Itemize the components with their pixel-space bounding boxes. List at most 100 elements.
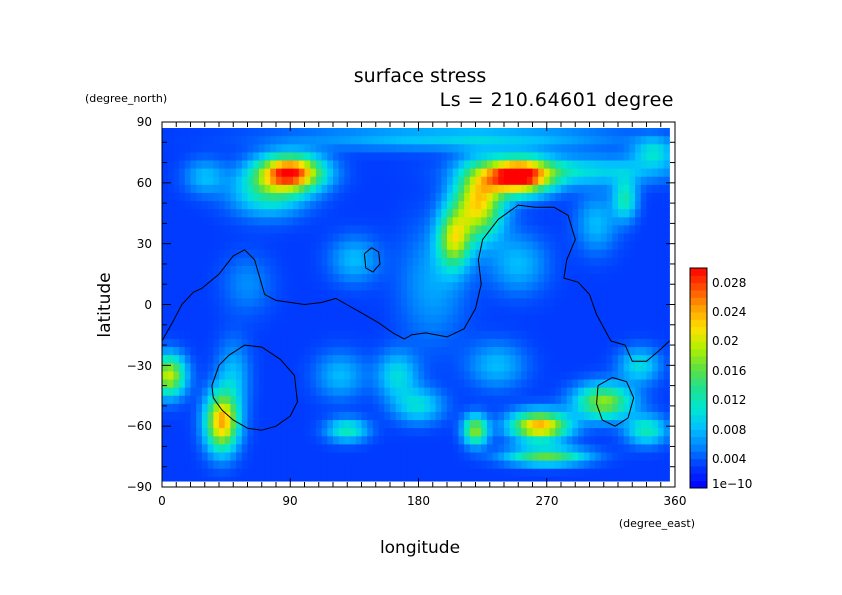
heatmap-cell — [224, 128, 231, 137]
heatmap-cell — [447, 468, 454, 478]
heatmap-cell — [612, 274, 619, 283]
heatmap-cell — [355, 160, 363, 170]
heatmap-cell — [526, 168, 534, 178]
heatmap-cell — [344, 184, 351, 194]
heatmap-cell — [447, 460, 454, 470]
heatmap-cell — [435, 468, 442, 478]
heatmap-cell — [640, 233, 648, 243]
colorbar-band — [690, 422, 707, 430]
heatmap-cell — [435, 249, 442, 259]
heatmap-cell — [657, 476, 665, 482]
heatmap-cell — [640, 444, 648, 454]
heatmap-cell — [583, 306, 591, 316]
heatmap-cell — [464, 168, 471, 178]
heatmap-cell — [635, 217, 642, 227]
heatmap-cell — [355, 282, 363, 291]
heatmap-cell — [344, 144, 351, 154]
heatmap-cell — [549, 168, 556, 178]
heatmap-cell — [578, 476, 585, 482]
heatmap-cell — [310, 460, 317, 470]
heatmap-cell — [663, 144, 670, 154]
heatmap-cell — [469, 444, 477, 454]
heatmap-cell — [481, 371, 488, 381]
heatmap-cell — [555, 444, 562, 454]
heatmap-cell — [230, 249, 237, 259]
heatmap-cell — [635, 201, 642, 210]
heatmap-cell — [606, 355, 613, 364]
heatmap-cell — [612, 282, 619, 291]
heatmap-cell — [606, 298, 613, 308]
heatmap-cell — [566, 403, 573, 413]
heatmap-cell — [367, 209, 374, 218]
heatmap-cell — [652, 274, 659, 283]
heatmap-cell — [315, 403, 323, 413]
x-tick-label-270: 270 — [536, 494, 559, 508]
heatmap-cell — [281, 444, 288, 454]
heatmap-cell — [219, 468, 226, 478]
heatmap-cell — [384, 395, 391, 405]
y-units-label: (degree_north) — [85, 92, 167, 105]
heatmap-cell — [276, 217, 283, 227]
heatmap-cell — [555, 298, 562, 308]
heatmap-cell — [543, 241, 551, 251]
heatmap-cell — [390, 444, 397, 454]
heatmap-cell — [367, 176, 374, 186]
heatmap-cell — [600, 290, 608, 300]
heatmap-cell — [538, 314, 545, 324]
heatmap-cell — [509, 330, 516, 340]
heatmap-cell — [452, 241, 459, 251]
heatmap-cell — [338, 225, 345, 235]
heatmap-cell — [293, 128, 300, 137]
heatmap-cell — [418, 387, 425, 397]
y-tick-label-30: 30 — [137, 237, 152, 251]
heatmap-cell — [618, 217, 625, 227]
heatmap-cell — [435, 217, 442, 227]
heatmap-cell — [213, 209, 220, 218]
heatmap-cell — [555, 428, 562, 437]
heatmap-cell — [429, 460, 437, 470]
heatmap-cell — [498, 460, 505, 470]
heatmap-cell — [583, 452, 591, 462]
heatmap-cell — [350, 460, 357, 470]
heatmap-cell — [583, 468, 591, 478]
heatmap-cell — [458, 168, 465, 178]
heatmap-cell — [179, 403, 186, 413]
colorbar-label-0.02: 0.02 — [712, 334, 739, 348]
heatmap-cell — [509, 306, 516, 316]
heatmap-cell — [543, 347, 551, 356]
heatmap-cell — [549, 144, 556, 154]
heatmap-cell — [390, 265, 397, 275]
heatmap-cell — [441, 265, 448, 275]
heatmap-cell — [498, 168, 505, 178]
heatmap-cell — [566, 379, 573, 389]
heatmap-cell — [623, 347, 630, 356]
heatmap-cell — [196, 274, 203, 283]
heatmap-cell — [338, 428, 345, 437]
heatmap-cell — [635, 176, 642, 186]
heatmap-cell — [350, 168, 357, 178]
heatmap-cell — [207, 192, 214, 202]
heatmap-cell — [526, 411, 534, 421]
heatmap-cell — [543, 306, 551, 316]
heatmap-cell — [395, 387, 402, 397]
heatmap-cell — [378, 176, 385, 186]
heatmap-cell — [566, 144, 573, 154]
heatmap-cell — [618, 395, 625, 405]
colorbar-label-0.004: 0.004 — [712, 452, 746, 466]
heatmap-cell — [521, 192, 528, 202]
heatmap-cell — [498, 249, 505, 259]
heatmap-cell — [355, 290, 363, 300]
heatmap-cell — [179, 265, 186, 275]
heatmap-cell — [236, 379, 243, 389]
heatmap-cell — [652, 184, 659, 194]
heatmap-cell — [583, 282, 591, 291]
heatmap-cell — [469, 136, 477, 145]
heatmap-cell — [264, 290, 271, 300]
heatmap-cell — [600, 136, 608, 145]
heatmap-cell — [572, 460, 579, 470]
heatmap-cell — [213, 233, 220, 243]
heatmap-cell — [350, 144, 357, 154]
heatmap-cell — [276, 428, 283, 437]
heatmap-cell — [521, 128, 528, 137]
heatmap-cell — [526, 452, 534, 462]
